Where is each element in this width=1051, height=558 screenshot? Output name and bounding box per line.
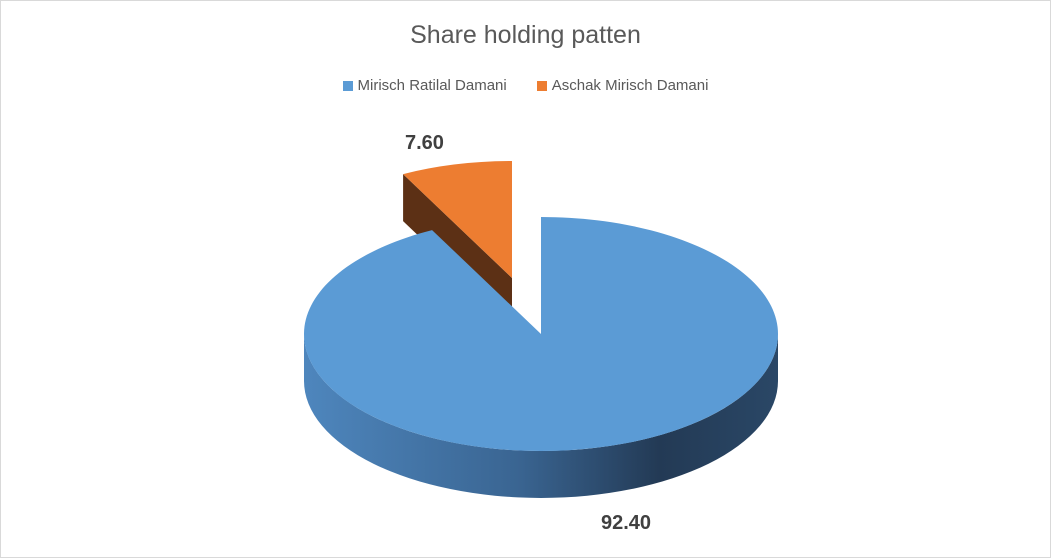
slice-mirisch (303, 217, 778, 451)
legend-label: Aschak Mirisch Damani (551, 77, 709, 94)
legend-swatch (342, 80, 353, 91)
data-label-mirisch: 92.40 (601, 512, 652, 534)
slice-side-mirisch (304, 334, 778, 498)
data-label-aschak: 7.60 (405, 132, 444, 154)
legend-label: Mirisch Ratilal Damani (357, 77, 507, 94)
slice-aschak (403, 161, 512, 278)
legend-item: Aschak Mirisch Damani (536, 77, 709, 94)
legend: Mirisch Ratilal Damani Aschak Mirisch Da… (1, 77, 1050, 94)
legend-swatch (536, 80, 547, 91)
chart-title: Share holding patten (410, 21, 641, 49)
legend-item: Mirisch Ratilal Damani (342, 77, 507, 94)
